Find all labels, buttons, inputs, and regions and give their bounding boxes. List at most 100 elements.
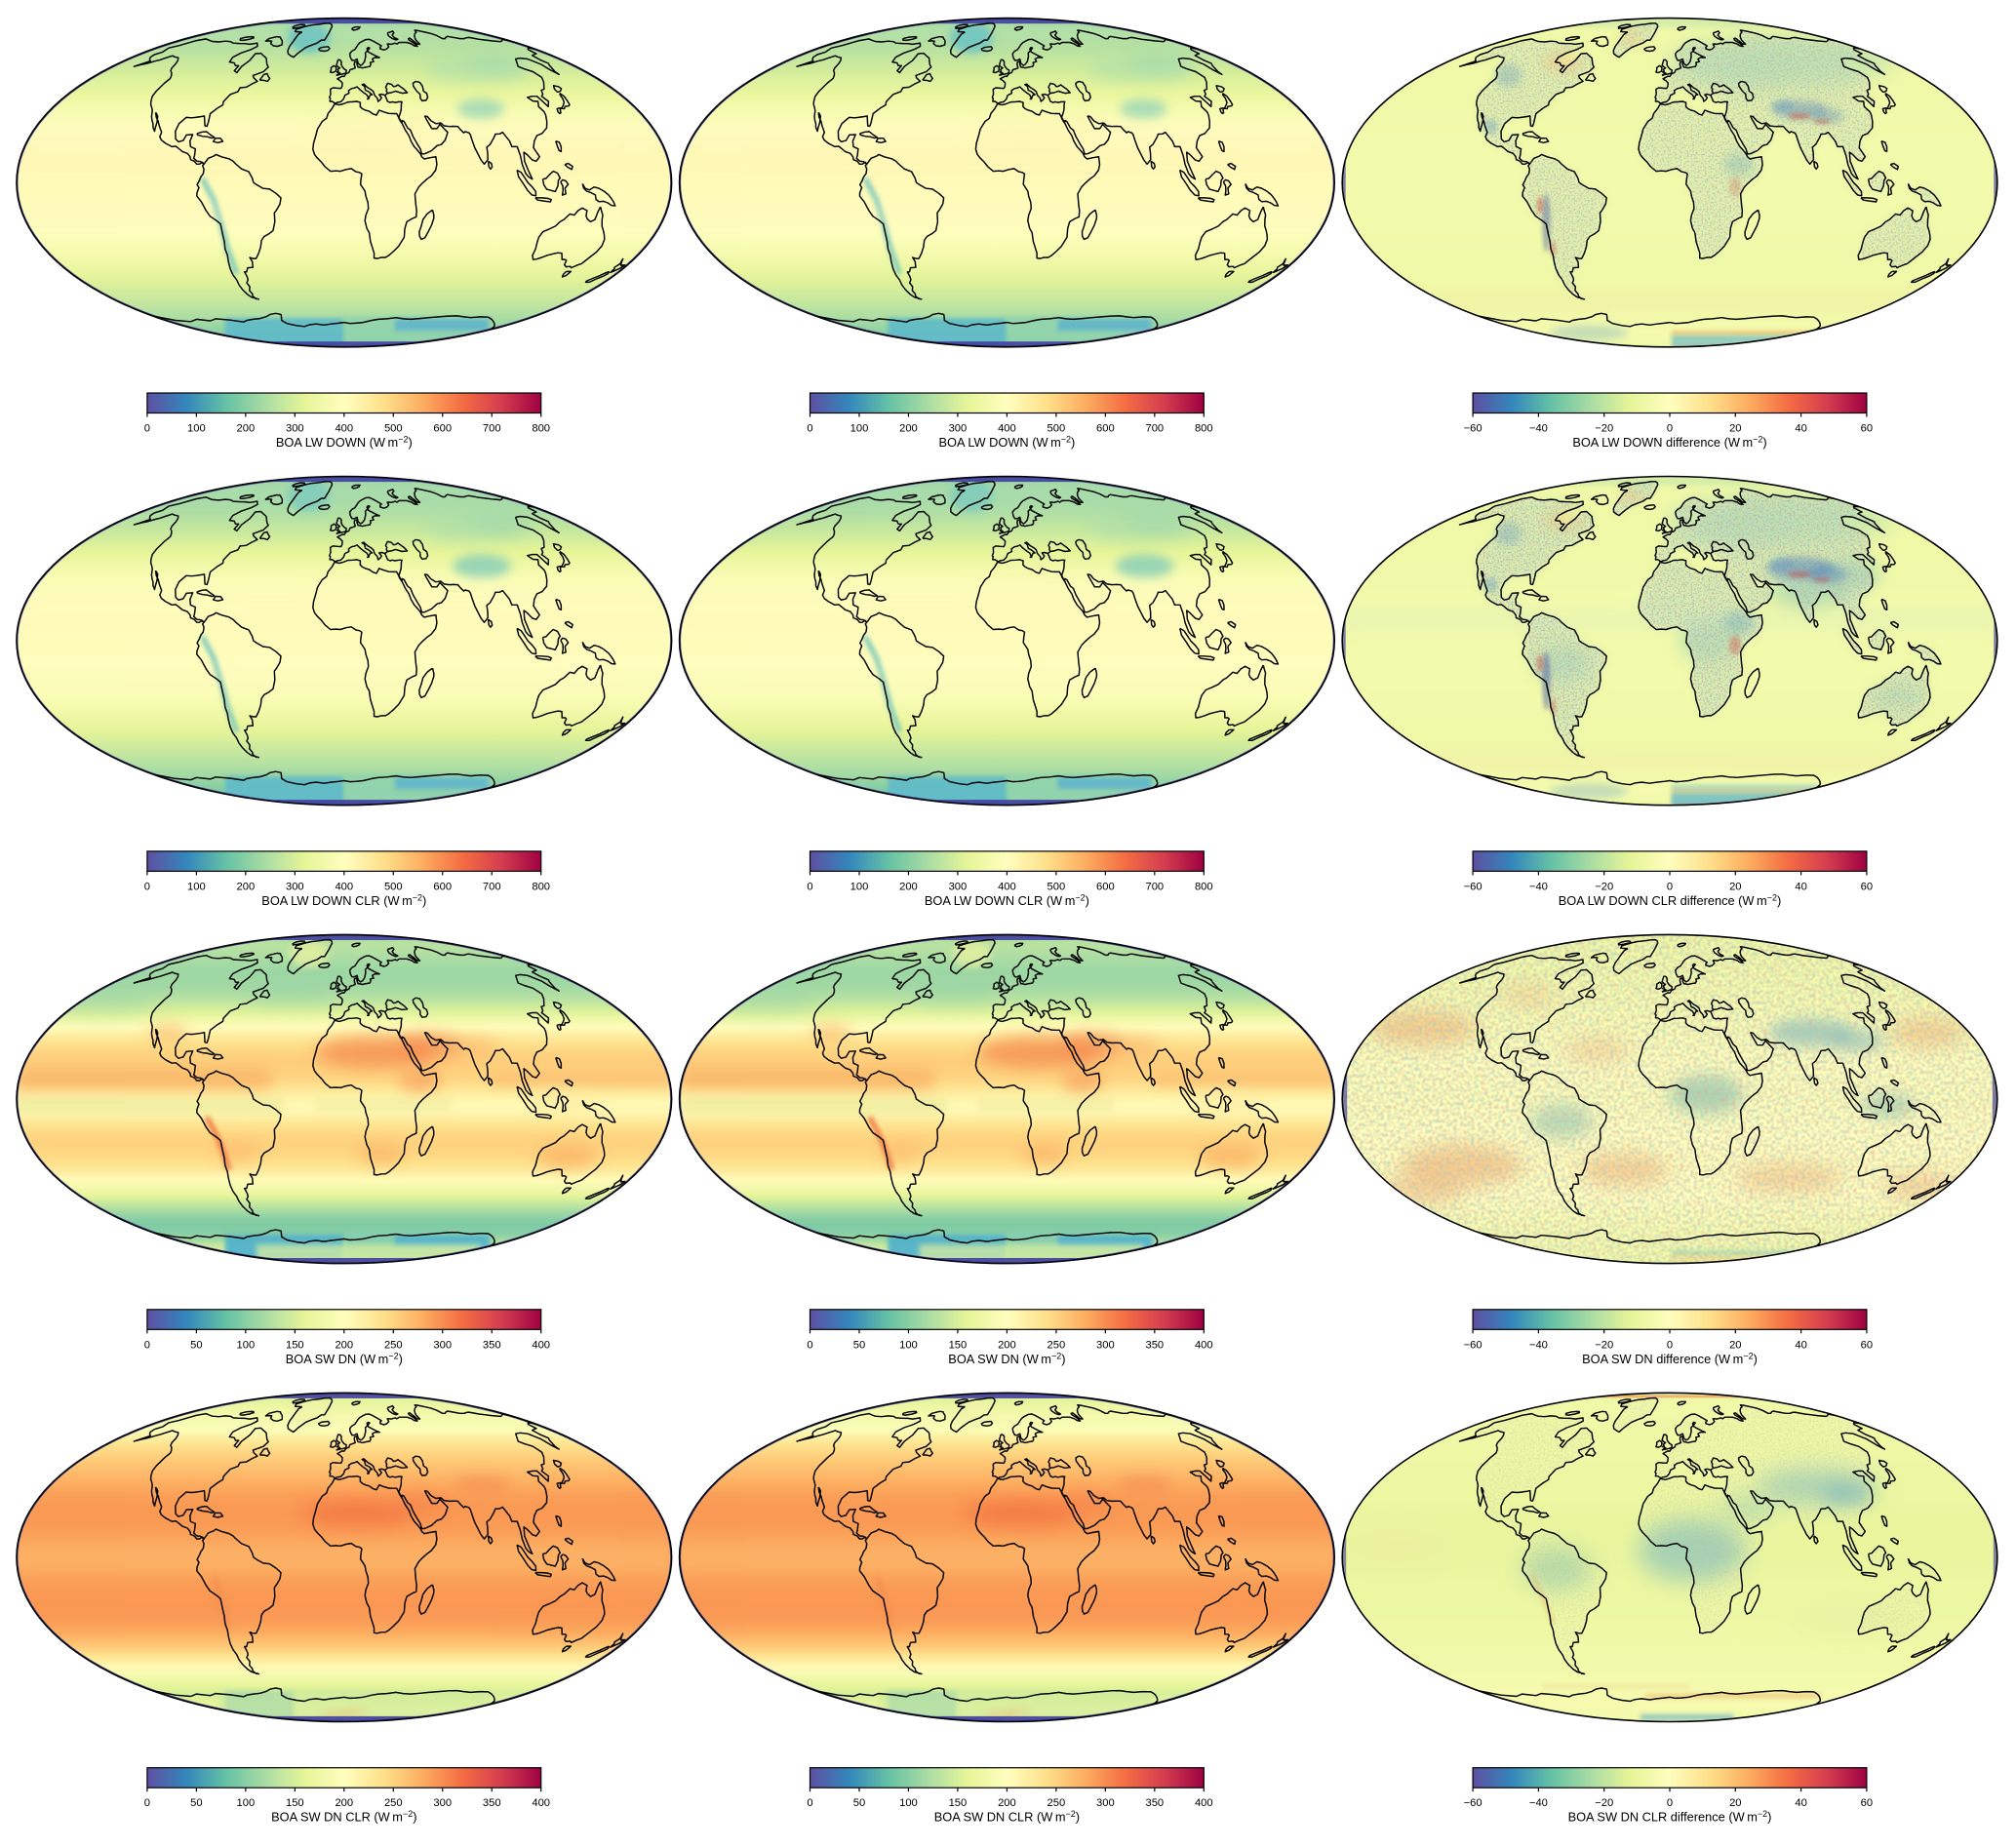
svg-text:BOA LW DOWN CLR (W m−2): BOA LW DOWN CLR (W m−2)	[925, 892, 1089, 908]
svg-text:500: 500	[1048, 423, 1066, 435]
svg-text:−60: −60	[1464, 881, 1482, 892]
svg-text:350: 350	[1145, 1339, 1164, 1351]
svg-text:300: 300	[286, 881, 304, 892]
svg-text:400: 400	[335, 881, 353, 892]
svg-text:400: 400	[532, 1339, 550, 1351]
svg-text:300: 300	[1096, 1339, 1115, 1351]
svg-text:50: 50	[190, 1339, 202, 1351]
svg-text:50: 50	[853, 1339, 865, 1351]
svg-text:100: 100	[237, 1797, 256, 1809]
svg-text:0: 0	[807, 1797, 812, 1809]
svg-text:60: 60	[1861, 881, 1873, 892]
svg-text:150: 150	[949, 1797, 968, 1809]
svg-text:BOA SW DN CLR (W m−2): BOA SW DN CLR (W m−2)	[934, 1809, 1080, 1825]
svg-text:150: 150	[286, 1339, 304, 1351]
svg-text:400: 400	[335, 423, 353, 435]
svg-text:600: 600	[1096, 881, 1115, 892]
svg-text:400: 400	[998, 881, 1016, 892]
svg-text:250: 250	[384, 1797, 403, 1809]
svg-text:200: 200	[998, 1797, 1016, 1809]
svg-text:350: 350	[483, 1339, 501, 1351]
svg-text:−60: −60	[1464, 423, 1482, 435]
svg-text:100: 100	[850, 881, 869, 892]
svg-text:100: 100	[850, 423, 869, 435]
svg-text:100: 100	[237, 1339, 256, 1351]
svg-text:800: 800	[1195, 881, 1213, 892]
svg-text:−20: −20	[1595, 1797, 1613, 1809]
svg-text:60: 60	[1861, 1339, 1873, 1351]
svg-text:800: 800	[1195, 423, 1213, 435]
svg-text:300: 300	[433, 1797, 452, 1809]
svg-text:−40: −40	[1529, 423, 1548, 435]
svg-text:0: 0	[1667, 1797, 1673, 1809]
svg-text:100: 100	[187, 423, 206, 435]
svg-text:20: 20	[1729, 881, 1741, 892]
svg-text:100: 100	[899, 1797, 918, 1809]
svg-text:0: 0	[1667, 1339, 1673, 1351]
svg-text:400: 400	[532, 1797, 550, 1809]
svg-text:800: 800	[532, 881, 550, 892]
svg-text:0: 0	[144, 423, 150, 435]
svg-text:BOA SW DN (W m−2): BOA SW DN (W m−2)	[948, 1351, 1065, 1366]
svg-text:100: 100	[899, 1339, 918, 1351]
svg-text:200: 200	[237, 423, 256, 435]
svg-text:600: 600	[433, 423, 452, 435]
svg-text:800: 800	[532, 423, 550, 435]
svg-text:−20: −20	[1595, 1339, 1613, 1351]
svg-text:150: 150	[286, 1797, 304, 1809]
svg-text:0: 0	[807, 1339, 812, 1351]
svg-text:0: 0	[1667, 881, 1673, 892]
svg-text:BOA LW DOWN CLR (W m−2): BOA LW DOWN CLR (W m−2)	[261, 892, 426, 908]
svg-text:−20: −20	[1595, 881, 1613, 892]
svg-text:500: 500	[384, 881, 403, 892]
svg-text:700: 700	[1145, 881, 1164, 892]
svg-text:400: 400	[1195, 1339, 1213, 1351]
svg-text:50: 50	[190, 1797, 202, 1809]
svg-text:400: 400	[998, 423, 1016, 435]
svg-text:60: 60	[1861, 1797, 1873, 1809]
svg-text:BOA LW DOWN CLR difference (W: BOA LW DOWN CLR difference (W m−2)	[1559, 892, 1782, 908]
svg-text:350: 350	[1145, 1797, 1164, 1809]
svg-text:−60: −60	[1464, 1797, 1482, 1809]
svg-text:700: 700	[1145, 423, 1164, 435]
svg-text:−60: −60	[1464, 1339, 1482, 1351]
svg-text:BOA LW DOWN (W m−2): BOA LW DOWN (W m−2)	[938, 435, 1075, 451]
svg-text:200: 200	[899, 423, 918, 435]
svg-text:300: 300	[949, 423, 968, 435]
svg-text:40: 40	[1795, 881, 1806, 892]
svg-text:60: 60	[1861, 423, 1873, 435]
svg-text:0: 0	[807, 423, 812, 435]
svg-text:200: 200	[237, 881, 256, 892]
svg-text:BOA SW DN (W m−2): BOA SW DN (W m−2)	[286, 1351, 403, 1366]
svg-text:200: 200	[335, 1339, 353, 1351]
svg-text:400: 400	[1195, 1797, 1213, 1809]
svg-text:BOA SW DN CLR (W m−2): BOA SW DN CLR (W m−2)	[271, 1809, 416, 1825]
svg-text:200: 200	[335, 1797, 353, 1809]
svg-text:300: 300	[433, 1339, 452, 1351]
svg-text:100: 100	[187, 881, 206, 892]
svg-text:250: 250	[384, 1339, 403, 1351]
svg-text:BOA SW DN CLR difference (W m−: BOA SW DN CLR difference (W m−2)	[1568, 1809, 1772, 1825]
svg-text:200: 200	[899, 881, 918, 892]
svg-text:BOA LW DOWN difference (W m−2): BOA LW DOWN difference (W m−2)	[1572, 435, 1766, 451]
svg-text:40: 40	[1795, 1339, 1806, 1351]
svg-text:250: 250	[1048, 1797, 1066, 1809]
svg-text:200: 200	[998, 1339, 1016, 1351]
svg-text:0: 0	[144, 1339, 150, 1351]
svg-text:700: 700	[483, 423, 501, 435]
svg-text:350: 350	[483, 1797, 501, 1809]
svg-text:20: 20	[1729, 423, 1741, 435]
svg-text:−40: −40	[1529, 881, 1548, 892]
svg-text:50: 50	[853, 1797, 865, 1809]
svg-text:0: 0	[1667, 423, 1673, 435]
svg-text:40: 40	[1795, 423, 1806, 435]
svg-text:0: 0	[807, 881, 812, 892]
svg-text:700: 700	[483, 881, 501, 892]
svg-text:−40: −40	[1529, 1797, 1548, 1809]
svg-text:−20: −20	[1595, 423, 1613, 435]
svg-text:40: 40	[1795, 1797, 1806, 1809]
svg-text:600: 600	[1096, 423, 1115, 435]
svg-text:20: 20	[1729, 1339, 1741, 1351]
svg-text:500: 500	[384, 423, 403, 435]
svg-text:BOA LW DOWN (W m−2): BOA LW DOWN (W m−2)	[276, 435, 413, 451]
